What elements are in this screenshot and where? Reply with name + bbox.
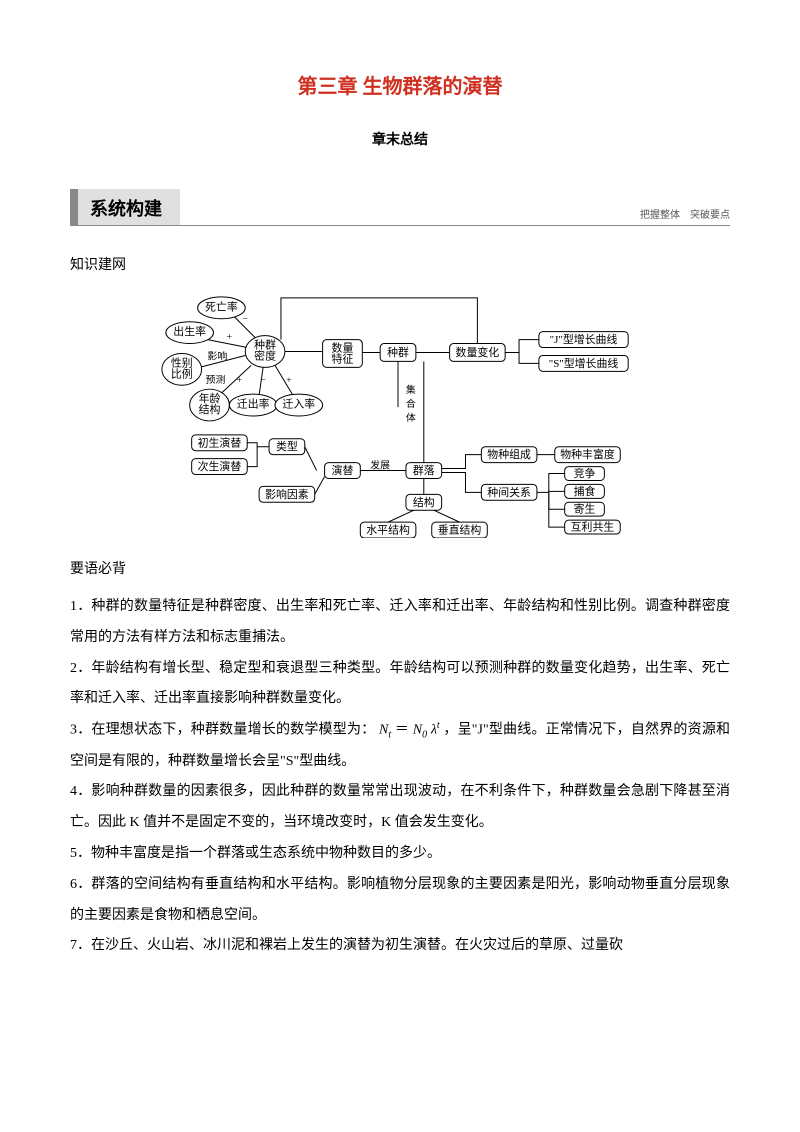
para-6: 6．群落的空间结构有垂直结构和水平结构。影响植物分层现象的主要因素是阳光，影响动…	[70, 870, 730, 932]
svg-text:类型: 类型	[276, 439, 298, 453]
chapter-subtitle: 章末总结	[70, 129, 730, 149]
edge-label-assembly-2: 合	[406, 397, 416, 410]
formula-t: t	[388, 730, 391, 741]
formula-N0: N	[413, 723, 422, 738]
para-3a: 3．在理想状态下，种群数量增长的数学模型为：	[70, 723, 375, 738]
para-5: 5．物种丰富度是指一个群落或生态系统中物种数目的多少。	[70, 839, 730, 870]
svg-text:捕食: 捕食	[574, 484, 596, 498]
svg-text:年龄: 年龄	[199, 391, 221, 405]
svg-text:出生率: 出生率	[173, 324, 206, 338]
svg-text:次生演替: 次生演替	[198, 459, 242, 473]
svg-text:寄生: 寄生	[574, 502, 596, 516]
sign-minus: −	[260, 375, 266, 386]
edge-label-influence: 影响	[208, 349, 228, 362]
knowledge-heading: 知识建网	[70, 254, 730, 274]
chapter-title: 第三章 生物群落的演替	[70, 70, 730, 99]
svg-text:初生演替: 初生演替	[198, 435, 242, 449]
svg-text:影响因素: 影响因素	[265, 488, 309, 501]
section-label: 系统构建	[90, 199, 162, 219]
edge-label-assembly-3: 体	[406, 412, 416, 424]
sign-minus: −	[242, 314, 248, 325]
sign-plus: +	[286, 375, 292, 386]
svg-text:物种丰富度: 物种丰富度	[560, 447, 615, 461]
svg-text:互利共生: 互利共生	[571, 520, 615, 534]
svg-text:种群: 种群	[387, 345, 409, 359]
svg-text:种群: 种群	[254, 338, 276, 352]
para-3: 3．在理想状态下，种群数量增长的数学模型为： Nt ＝ N0 λt ，呈"J"型…	[70, 715, 730, 777]
svg-text:迁出率: 迁出率	[237, 397, 270, 411]
musts-heading: 要语必背	[70, 558, 730, 578]
svg-text:数量变化: 数量变化	[456, 345, 500, 359]
concept-diagram: − + + − + 影响 预测 发展 集 合 体 死亡率出生率性别比例年龄结构迁…	[120, 288, 680, 538]
svg-text:迁入率: 迁入率	[282, 397, 315, 411]
svg-text:密度: 密度	[254, 348, 276, 362]
svg-text:竞争: 竞争	[574, 466, 596, 480]
svg-text:"J"型增长曲线: "J"型增长曲线	[550, 332, 618, 346]
section-note: 把握整体 突破要点	[640, 206, 730, 225]
formula-exp-t: t	[437, 720, 440, 731]
paragraph-list: 1．种群的数量特征是种群密度、出生率和死亡率、迁入率和迁出率、年龄结构和性别比例…	[70, 592, 730, 962]
section-bar-block: 系统构建	[70, 189, 180, 225]
edge-label-develop: 发展	[370, 459, 390, 472]
svg-text:特征: 特征	[332, 351, 354, 365]
svg-text:物种组成: 物种组成	[487, 447, 531, 461]
formula-eq: ＝	[395, 723, 409, 738]
para-1: 1．种群的数量特征是种群密度、出生率和死亡率、迁入率和迁出率、年龄结构和性别比例…	[70, 592, 730, 654]
svg-text:结构: 结构	[413, 495, 435, 509]
svg-text:水平结构: 水平结构	[366, 523, 410, 537]
edge-label-assembly-1: 集	[406, 383, 416, 396]
svg-text:种间关系: 种间关系	[487, 485, 531, 499]
edge-label-predict: 预测	[206, 373, 226, 386]
para-4: 4．影响种群数量的因素很多，因此种群的数量常常出现波动，在不利条件下，种群数量会…	[70, 777, 730, 839]
sign-plus: +	[227, 332, 233, 343]
svg-text:演替: 演替	[332, 463, 354, 477]
svg-text:比例: 比例	[171, 366, 193, 380]
svg-text:垂直结构: 垂直结构	[438, 523, 482, 537]
para-7: 7．在沙丘、火山岩、冰川泥和裸岩上发生的演替为初生演替。在火灾过后的草原、过量砍	[70, 931, 730, 962]
svg-text:性别: 性别	[171, 355, 193, 369]
svg-text:"S"型增长曲线: "S"型增长曲线	[549, 356, 619, 370]
formula-zero: 0	[422, 730, 427, 741]
svg-text:结构: 结构	[199, 402, 221, 416]
svg-text:群落: 群落	[413, 463, 435, 477]
sign-plus: +	[236, 375, 242, 386]
section-bar: 系统构建 把握整体 突破要点	[70, 189, 730, 226]
para-2: 2．年龄结构有增长型、稳定型和衰退型三种类型。年龄结构可以预测种群的数量变化趋势…	[70, 654, 730, 716]
formula-Nt: N	[379, 723, 388, 738]
svg-text:死亡率: 死亡率	[205, 299, 238, 313]
